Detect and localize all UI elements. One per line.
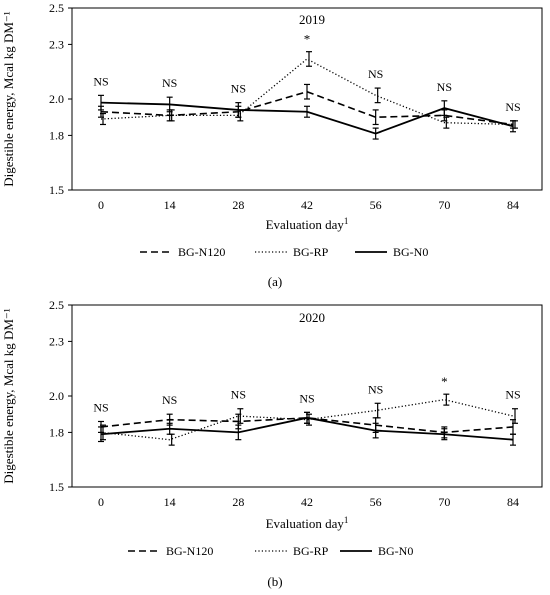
y-tick-label: 1.5 [49, 480, 64, 494]
error-bar [166, 422, 173, 435]
x-tick-label: 70 [438, 198, 450, 212]
significance-label: * [441, 374, 448, 389]
x-tick-label: 14 [164, 495, 176, 509]
x-tick-label: 84 [507, 495, 519, 509]
x-tick-label: 56 [370, 495, 382, 509]
error-bar [510, 433, 516, 446]
significance-label: NS [162, 393, 177, 407]
x-axis-label: Evaluation day1 [266, 216, 349, 232]
y-tick-label: 2.3 [49, 334, 64, 348]
x-tick-label: 70 [438, 495, 450, 509]
error-bar [374, 87, 381, 104]
significance-label: NS [162, 76, 177, 90]
significance-label: NS [93, 400, 108, 414]
y-tick-label: 2.3 [49, 37, 64, 51]
x-tick-label: 14 [164, 198, 176, 212]
error-bar [235, 424, 242, 441]
significance-label: NS [231, 388, 246, 402]
chart-title: 2019 [299, 12, 325, 27]
legend-label: BG-RP [293, 544, 329, 558]
error-bar [441, 100, 448, 116]
significance-label: NS [368, 67, 383, 81]
legend-label: BG-N120 [166, 544, 213, 558]
legend: BG-N120 BG-RP BG-N0 [128, 544, 413, 558]
error-bar [512, 408, 518, 424]
error-bar [441, 428, 448, 441]
x-tick-label: 28 [232, 495, 244, 509]
panel-label: (b) [267, 574, 282, 589]
error-bar [306, 51, 312, 67]
significance-label: * [304, 32, 311, 47]
x-tick-label: 0 [98, 495, 104, 509]
y-tick-label: 2.5 [49, 298, 64, 312]
error-bar [372, 422, 379, 439]
chart-title: 2020 [299, 310, 325, 325]
error-bar [304, 411, 310, 424]
y-tick-label: 1.8 [49, 128, 64, 142]
error-bar [443, 116, 450, 129]
significance-label: NS [93, 74, 108, 88]
significance-label: NS [299, 391, 314, 405]
error-bar [510, 120, 516, 133]
error-bar [235, 102, 242, 118]
error-bar [100, 112, 106, 126]
x-tick-label: 28 [232, 198, 244, 212]
y-tick-label: 1.8 [49, 425, 64, 439]
legend-label: BG-N0 [393, 245, 428, 259]
significance-label: NS [368, 382, 383, 396]
significance-label: NS [437, 80, 452, 94]
error-bar [372, 127, 379, 140]
error-bar [98, 426, 104, 443]
x-tick-label: 84 [507, 198, 519, 212]
panel-2020-chart: 1.5 1.8 2.0 2.3 2.5 0 14 28 42 56 70 84 2020 Evaluati… [1, 298, 543, 589]
y-tick-label: 2.5 [49, 1, 64, 15]
series-line-bg-rp [100, 58, 514, 126]
legend-label: BG-N120 [178, 245, 225, 259]
significance-label: NS [505, 388, 520, 402]
x-tick-label: 56 [370, 198, 382, 212]
error-bar [304, 105, 310, 118]
y-tick-label: 2.0 [49, 389, 64, 403]
y-tick-label: 1.5 [49, 183, 64, 197]
error-bar [98, 94, 104, 111]
y-axis-label: Digestible energy, Mcal kg DM⁻¹ [1, 308, 16, 483]
panel-2019-chart: 1.5 1.8 2.0 2.3 2.5 0 14 28 42 56 70 84 2019 Evaluati… [1, 1, 543, 289]
error-bar [443, 393, 450, 406]
significance-label: NS [505, 100, 520, 114]
legend-label: BG-N0 [378, 544, 413, 558]
error-bar [237, 408, 244, 424]
series-line-bg-rp [100, 398, 514, 441]
x-tick-label: 42 [301, 198, 313, 212]
y-tick-label: 2.0 [49, 92, 64, 106]
x-tick-label: 0 [98, 198, 104, 212]
x-tick-label: 42 [301, 495, 313, 509]
y-axis-label: Digestible energy, Mcal kg DM⁻¹ [1, 11, 16, 186]
significance-label: NS [231, 82, 246, 96]
error-bar [304, 83, 310, 100]
panel-label: (a) [268, 274, 282, 289]
legend: BG-N120 BG-RP BG-N0 [140, 245, 428, 259]
error-bar [374, 402, 381, 419]
legend-label: BG-RP [293, 245, 329, 259]
error-bar [166, 96, 173, 113]
x-axis-label: Evaluation day1 [266, 515, 349, 531]
error-bar [372, 109, 379, 126]
